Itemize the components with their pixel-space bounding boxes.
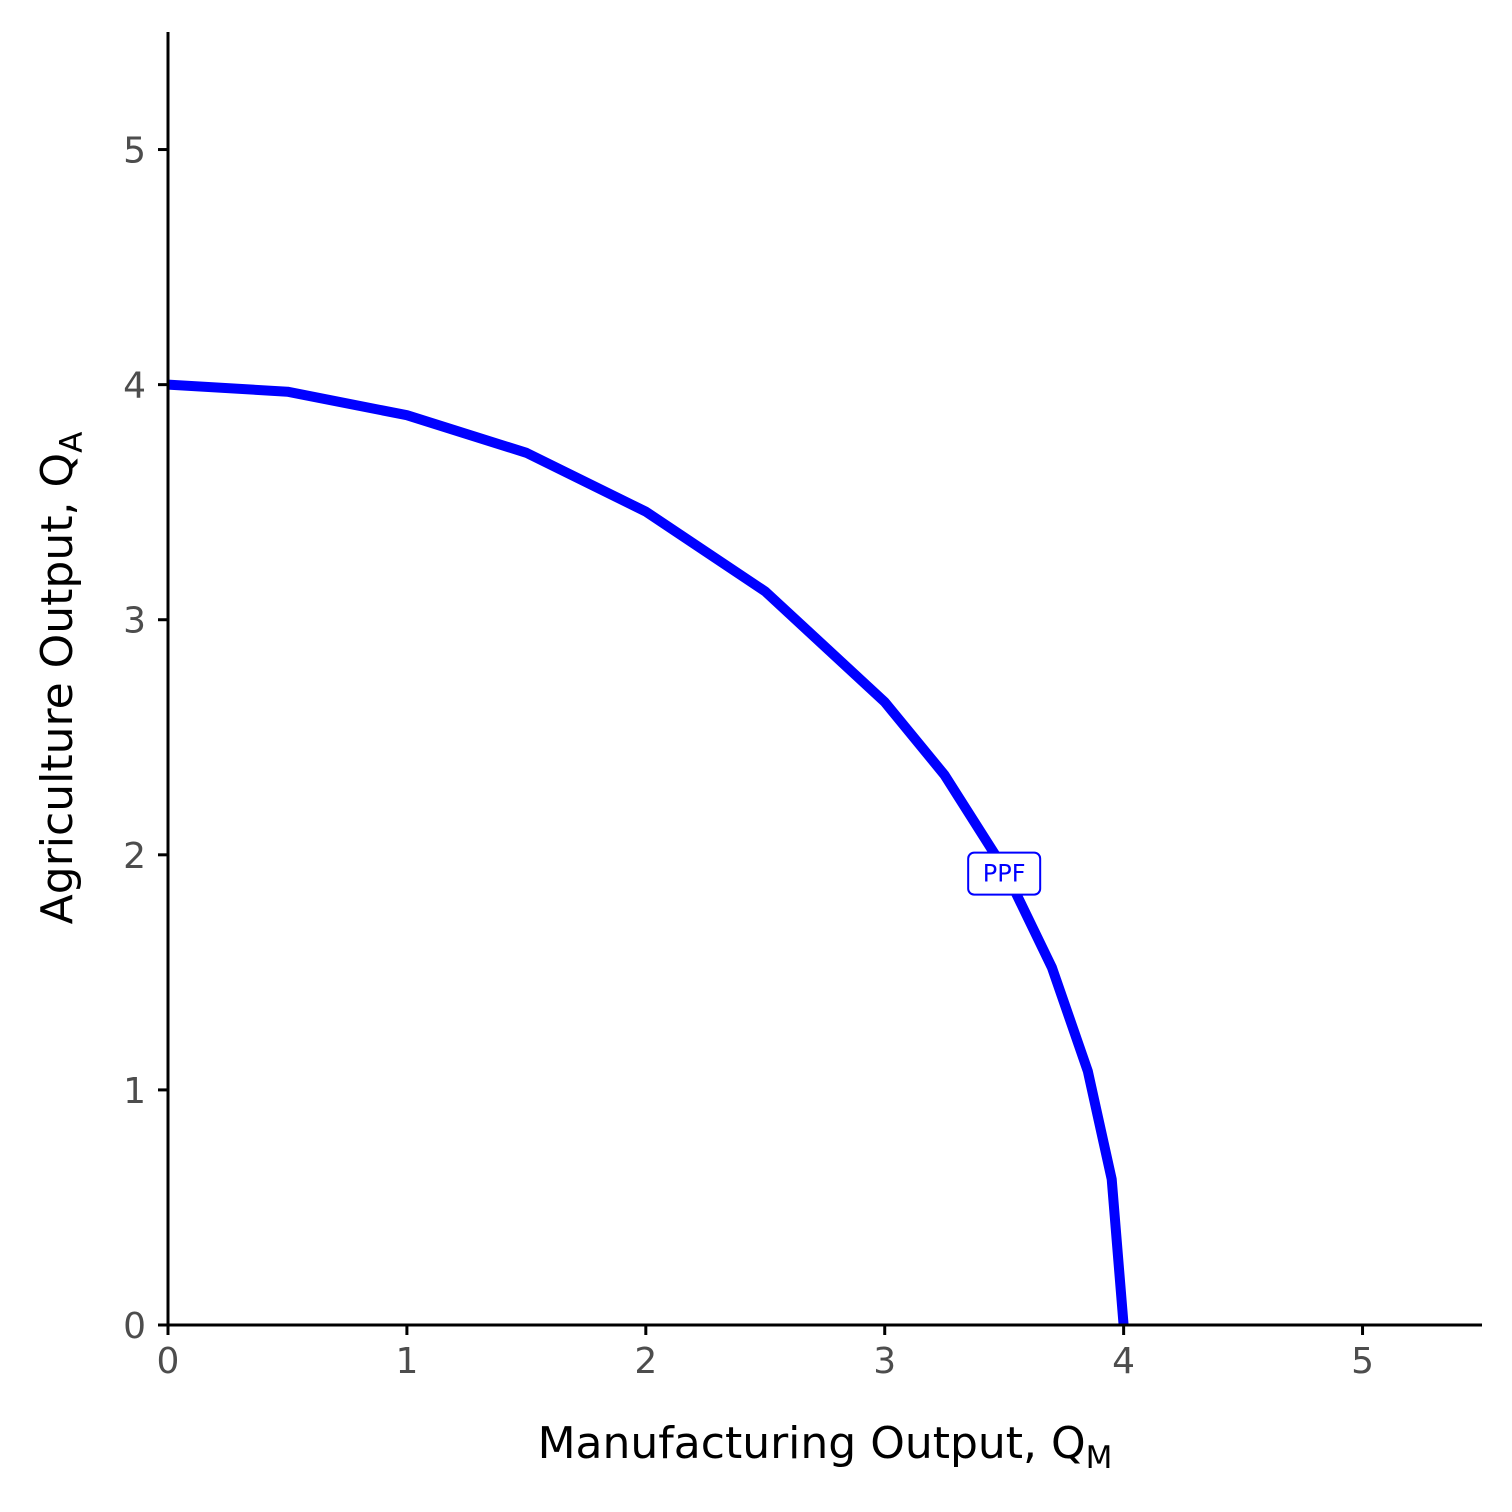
axes bbox=[166, 32, 1482, 1327]
y-axis-title: Agriculture Output, QA bbox=[32, 432, 90, 925]
y-ticks: 0 1 2 3 4 5 bbox=[123, 131, 168, 1347]
y-axis-title-subscript: A bbox=[54, 432, 90, 453]
x-tick-label: 5 bbox=[1351, 1341, 1374, 1382]
x-tick-label: 1 bbox=[395, 1341, 418, 1382]
ppf-label: PPF bbox=[983, 860, 1026, 888]
ppf-curve bbox=[167, 379, 1129, 1326]
plot-area: PPF bbox=[167, 379, 1129, 1326]
y-tick-label: 2 bbox=[123, 836, 146, 877]
x-axis-title: Manufacturing Output, QM bbox=[538, 1418, 1113, 1476]
x-tick-label: 2 bbox=[634, 1341, 657, 1382]
y-tick-label: 1 bbox=[123, 1071, 146, 1112]
y-tick-label: 4 bbox=[123, 366, 146, 407]
x-ticks: 0 1 2 3 4 5 bbox=[157, 1325, 1374, 1382]
y-tick-label: 5 bbox=[123, 131, 146, 172]
ppf-label-box bbox=[967, 851, 1042, 896]
x-tick-label: 4 bbox=[1112, 1341, 1135, 1382]
x-tick-label: 0 bbox=[157, 1341, 180, 1382]
x-axis-title-subscript: M bbox=[1086, 1440, 1113, 1476]
y-tick-label: 0 bbox=[123, 1306, 146, 1347]
y-tick-label: 3 bbox=[123, 601, 146, 642]
x-tick-label: 3 bbox=[873, 1341, 896, 1382]
